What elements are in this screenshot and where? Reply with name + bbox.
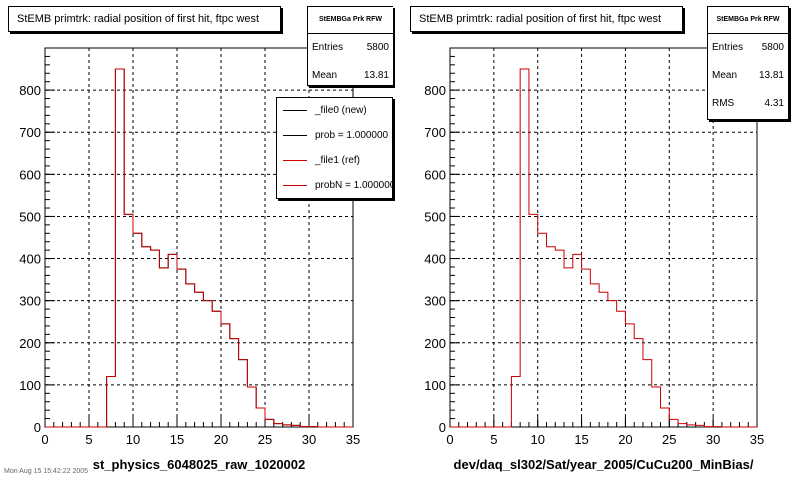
right-tick-label-y: 300	[424, 294, 446, 309]
right-plot-frame	[449, 47, 758, 428]
left-stats-entries-value: 5800	[366, 42, 389, 53]
left-stats-box: StEMBGa Prk RFW Entries 5800 Mean 13.81	[307, 6, 393, 86]
right-tick-label-x: 25	[662, 432, 676, 447]
legend-line-probn	[283, 185, 307, 186]
left-tick-label-y: 800	[19, 83, 41, 98]
right-stats-rms: RMS 4.31	[708, 90, 788, 118]
left-tick-label-x: 15	[170, 432, 184, 447]
right-stats-box: StEMBGa Prk RFW Entries 5800 Mean 13.81 …	[707, 6, 789, 120]
left-tick-label-x: 20	[214, 432, 228, 447]
footer-timestamp: Mon Aug 15 15:42:22 2005	[4, 468, 89, 475]
left-tick-label-x: 25	[258, 432, 272, 447]
legend-item-prob: prob = 1.000000	[277, 123, 392, 148]
right-tick-label-x: 30	[706, 432, 720, 447]
left-tick-label-y: 0	[34, 420, 41, 435]
left-series-1-step	[45, 68, 353, 428]
left-tick-label-y: 700	[19, 125, 41, 140]
left-legend: _file0 (new) prob = 1.000000 _file1 (ref…	[276, 97, 393, 199]
left-stats-mean: Mean 13.81	[308, 62, 393, 90]
left-tick-label-y: 300	[19, 294, 41, 309]
right-tick-label-y: 700	[424, 125, 446, 140]
right-tick-label-x: 15	[574, 432, 588, 447]
legend-label-file1: _file1 (ref)	[315, 155, 361, 166]
legend-label-probn: probN = 1.000000	[315, 180, 393, 191]
right-x-axis-label: dev/daq_sl302/Sat/year_2005/CuCu200_MinB…	[454, 457, 754, 472]
legend-item-file1: _file1 (ref)	[277, 148, 392, 173]
legend-label-file0: _file0 (new)	[315, 105, 367, 116]
right-tick-label-y: 800	[424, 83, 446, 98]
right-tick-label-y: 200	[424, 336, 446, 351]
right-stats-mean: Mean 13.81	[708, 62, 788, 90]
left-tick-label-y: 100	[19, 378, 41, 393]
right-stats-mean-value: 13.81	[758, 70, 784, 81]
right-tick-label-x: 0	[446, 432, 453, 447]
left-stats-mean-value: 13.81	[363, 70, 389, 81]
right-tick-label-y: 600	[424, 167, 446, 182]
right-tick-label-x: 10	[530, 432, 544, 447]
left-stats-title: StEMBGa Prk RFW	[308, 7, 393, 34]
right-stats-rms-label: RMS	[712, 98, 735, 109]
right-chart-title: StEMB primtrk: radial position of first …	[410, 6, 683, 32]
legend-item-file0: _file0 (new)	[277, 98, 392, 123]
legend-label-prob: prob = 1.000000	[315, 130, 389, 141]
left-tick-label-y: 500	[19, 209, 41, 224]
left-tick-label-x: 5	[85, 432, 92, 447]
left-tick-label-x: 0	[41, 432, 48, 447]
right-stats-rms-value: 4.31	[764, 98, 784, 109]
legend-item-probn: probN = 1.000000	[277, 173, 392, 198]
legend-line-file0	[283, 110, 307, 111]
legend-line-file1	[283, 160, 307, 161]
right-stats-title: StEMBGa Prk RFW	[708, 7, 788, 34]
left-tick-label-x: 30	[302, 432, 316, 447]
right-stats-entries-label: Entries	[712, 42, 744, 53]
right-tick-label-y: 100	[424, 378, 446, 393]
left-tick-label-y: 200	[19, 336, 41, 351]
right-tick-label-y: 400	[424, 252, 446, 267]
right-stats-entries-value: 5800	[761, 42, 784, 53]
right-tick-label-x: 35	[750, 432, 764, 447]
right-series-0-step	[450, 68, 757, 428]
left-stats-entries-label: Entries	[312, 42, 344, 53]
left-tick-label-x: 10	[126, 432, 140, 447]
left-x-axis-label: st_physics_6048025_raw_1020002	[93, 457, 306, 472]
right-tick-label-y: 0	[439, 420, 446, 435]
left-tick-label-y: 400	[19, 252, 41, 267]
legend-line-prob	[283, 135, 307, 136]
left-tick-label-y: 600	[19, 167, 41, 182]
right-stats-entries: Entries 5800	[708, 34, 788, 62]
right-tick-label-x: 20	[618, 432, 632, 447]
right-tick-label-y: 500	[424, 209, 446, 224]
left-stats-mean-label: Mean	[312, 70, 338, 81]
left-chart-title: StEMB primtrk: radial position of first …	[8, 6, 281, 32]
right-tick-label-x: 5	[490, 432, 497, 447]
left-tick-label-x: 35	[346, 432, 360, 447]
left-stats-entries: Entries 5800	[308, 34, 393, 62]
right-stats-mean-label: Mean	[712, 70, 738, 81]
